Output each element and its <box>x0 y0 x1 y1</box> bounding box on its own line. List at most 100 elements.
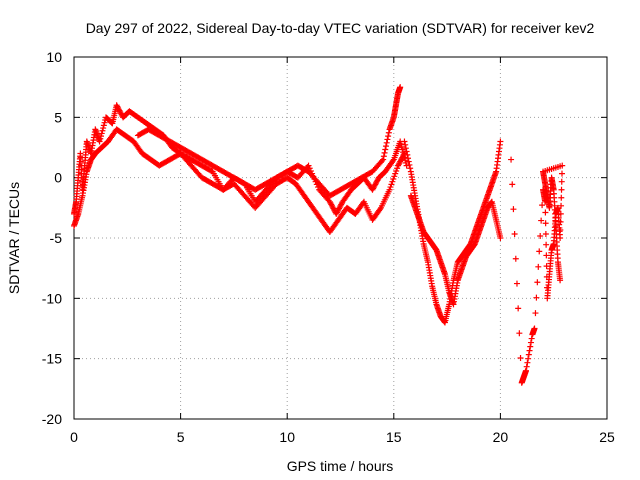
data-point-marker <box>385 133 392 140</box>
data-series <box>508 156 566 386</box>
data-point-marker <box>405 155 412 162</box>
data-point-marker <box>389 157 396 164</box>
data-point-marker <box>497 138 504 145</box>
data-point-marker <box>522 367 529 374</box>
x-tick-label: 15 <box>386 429 402 445</box>
x-tick-label: 25 <box>599 429 615 445</box>
data-point-marker <box>97 135 104 142</box>
data-point-marker <box>384 136 391 143</box>
data-points <box>71 84 566 386</box>
data-series <box>71 126 408 235</box>
data-point-marker <box>385 129 392 136</box>
data-point-marker <box>100 122 107 129</box>
data-point-marker <box>511 230 518 237</box>
data-point-marker <box>526 347 533 354</box>
data-point-marker <box>101 119 108 126</box>
data-point-marker <box>392 170 399 177</box>
data-series <box>407 192 504 308</box>
data-point-marker <box>542 230 549 237</box>
data-point-marker <box>404 151 411 158</box>
data-point-marker <box>558 194 565 201</box>
y-tick-label: 5 <box>54 109 62 125</box>
data-point-marker <box>557 210 564 217</box>
data-point-marker <box>397 84 404 91</box>
data-point-marker <box>382 146 389 153</box>
data-point-marker <box>407 165 414 172</box>
data-point-marker <box>537 232 544 239</box>
data-point-marker <box>380 153 387 160</box>
data-point-marker <box>497 235 504 241</box>
data-point-marker <box>525 355 532 362</box>
data-point-marker <box>509 181 516 188</box>
y-tick-label: 10 <box>46 49 62 65</box>
data-point-marker <box>108 119 115 126</box>
data-point-marker <box>382 143 389 150</box>
x-tick-label: 5 <box>177 429 185 445</box>
data-point-marker <box>391 173 398 180</box>
data-point-marker <box>377 206 384 213</box>
y-tick-label: 0 <box>54 170 62 186</box>
data-point-marker <box>380 156 387 163</box>
axis-ticks: 0 5 10 15 20 25 -20 -15 -10 -5 0 5 10 <box>42 49 615 445</box>
data-point-marker <box>523 363 530 370</box>
data-point-marker <box>516 330 523 337</box>
data-point-marker <box>399 146 406 153</box>
data-point-marker <box>305 162 312 169</box>
data-point-marker <box>508 156 515 163</box>
data-point-marker <box>527 339 534 346</box>
y-tick-label: -20 <box>42 411 62 427</box>
data-point-marker <box>558 202 565 209</box>
data-point-marker <box>393 167 400 174</box>
x-tick-label: 20 <box>493 429 509 445</box>
data-point-marker <box>533 294 540 301</box>
data-point-marker <box>100 125 107 132</box>
data-point-marker <box>558 170 565 177</box>
data-point-marker <box>528 335 535 342</box>
data-point-marker <box>388 181 395 188</box>
data-point-marker <box>381 149 388 156</box>
data-point-marker <box>558 178 565 185</box>
data-point-marker <box>536 248 543 255</box>
data-point-marker <box>394 165 401 172</box>
data-point-marker <box>378 157 385 164</box>
data-point-marker <box>527 343 534 350</box>
data-point-marker <box>98 130 105 137</box>
data-point-marker <box>524 359 531 366</box>
data-point-marker <box>398 143 405 150</box>
data-point-marker <box>383 139 390 146</box>
data-point-marker <box>402 141 409 148</box>
data-point-marker <box>403 162 410 169</box>
data-point-marker <box>542 220 549 227</box>
data-point-marker <box>534 279 541 286</box>
data-point-marker <box>515 305 522 312</box>
data-point-marker <box>390 176 397 183</box>
data-point-marker <box>99 127 106 134</box>
data-point-marker <box>402 159 409 166</box>
chart-title: Day 297 of 2022, Sidereal Day-to-day VTE… <box>86 20 595 36</box>
data-point-marker <box>558 186 565 193</box>
data-point-marker <box>543 241 550 248</box>
data-point-marker <box>98 133 105 140</box>
data-point-marker <box>386 186 393 193</box>
data-point-marker <box>531 325 538 332</box>
data-point-marker <box>538 217 545 224</box>
data-point-marker <box>512 255 519 262</box>
data-point-marker <box>405 158 412 165</box>
data-point-marker <box>535 263 542 270</box>
data-point-marker <box>401 138 408 145</box>
data-point-marker <box>389 178 396 185</box>
y-tick-label: -15 <box>42 351 62 367</box>
y-axis-label: SDTVAR / TECUs <box>6 182 22 294</box>
data-series <box>71 102 410 217</box>
data-point-marker <box>517 354 524 361</box>
data-point-marker <box>397 141 404 148</box>
data-point-marker <box>513 280 520 287</box>
data-point-marker <box>403 148 410 155</box>
data-point-marker <box>510 206 517 213</box>
data-series <box>134 84 404 199</box>
data-point-marker <box>402 145 409 152</box>
data-point-marker <box>532 310 539 317</box>
data-point-marker <box>96 138 103 145</box>
y-tick-label: -10 <box>42 290 62 306</box>
